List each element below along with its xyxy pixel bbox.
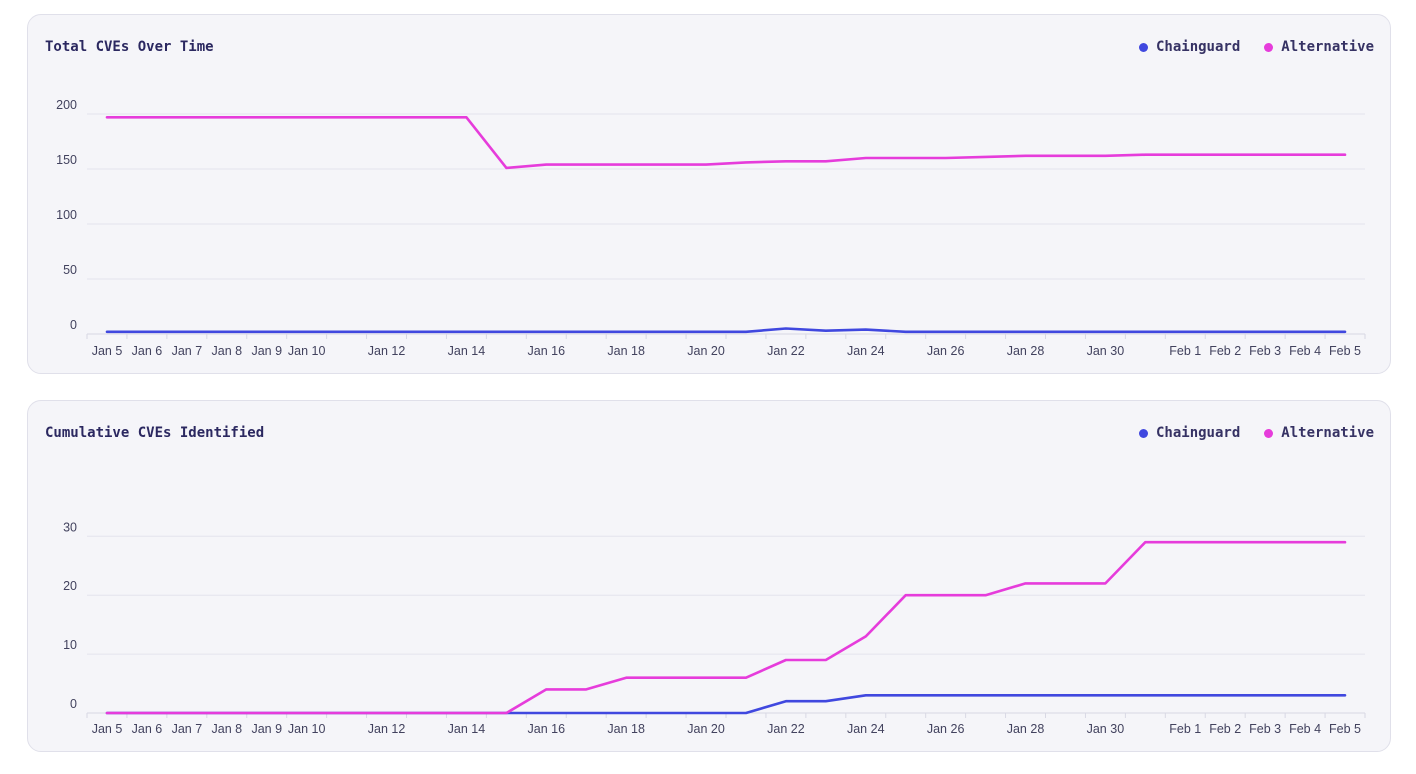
legend-label-alternative: Alternative xyxy=(1281,425,1374,441)
series-line-chainguard xyxy=(105,693,1347,715)
y-axis-tick-label: 20 xyxy=(63,579,77,593)
x-axis-tick-label: Feb 3 xyxy=(1249,344,1281,358)
y-axis-tick-label: 30 xyxy=(63,520,77,534)
y-axis-tick-label: 100 xyxy=(56,208,77,222)
cumulative-cves-line-chart: 0 10 20 30 Jan 5 Jan 6 Jan 7 Jan 8 Jan 9 Jan 10 Ja… xyxy=(63,520,1366,736)
series-line-alternative xyxy=(105,116,1347,170)
legend-item-chainguard[interactable]: Chainguard xyxy=(1138,425,1241,441)
x-axis-tick-label: Jan 12 xyxy=(368,722,406,736)
y-axis-tick-label: 0 xyxy=(70,318,77,332)
x-axis-tick-label: Feb 4 xyxy=(1289,344,1321,358)
legend-cumulative-cves: Chainguard Alternative xyxy=(1138,425,1374,441)
series-line-alternative xyxy=(105,540,1347,715)
x-axis-tick-label: Jan 18 xyxy=(607,722,645,736)
x-axis-tick-label: Jan 20 xyxy=(687,344,725,358)
x-axis-tick-label: Jan 10 xyxy=(288,722,326,736)
chainguard-legend-dot-icon xyxy=(1138,42,1148,52)
x-axis-tick-label: Jan 22 xyxy=(767,344,805,358)
legend-label-alternative: Alternative xyxy=(1281,39,1374,55)
x-axis-tick-label: Feb 5 xyxy=(1329,722,1361,736)
x-axis-tick-label: Feb 1 xyxy=(1169,722,1201,736)
y-axis-tick-label: 200 xyxy=(56,98,77,112)
x-axis-tick-label: Jan 18 xyxy=(607,344,645,358)
series-line-chainguard xyxy=(105,327,1347,334)
x-axis-tick-label: Jan 26 xyxy=(927,722,965,736)
chainguard-legend-dot-icon xyxy=(1138,428,1148,438)
x-axis-tick-label: Jan 22 xyxy=(767,722,805,736)
total-cves-line-chart: 0 50 100 150 200 Jan 5 Jan 6 Jan 7 Jan 8 Jan 9 Jan… xyxy=(56,98,1366,358)
x-axis-tick-label: Jan 8 xyxy=(212,344,243,358)
x-axis-tick-label: Feb 4 xyxy=(1289,722,1321,736)
y-axis-tick-label: 0 xyxy=(70,697,77,711)
x-axis-tick-label: Jan 14 xyxy=(448,344,486,358)
x-axis-tick-label: Jan 16 xyxy=(528,722,566,736)
x-axis-tick-label: Jan 6 xyxy=(132,344,163,358)
x-axis-tick-label: Feb 1 xyxy=(1169,344,1201,358)
x-axis-tick-label: Jan 12 xyxy=(368,344,406,358)
x-axis-tick-label: Jan 24 xyxy=(847,722,885,736)
x-axis-tick-label: Feb 3 xyxy=(1249,722,1281,736)
x-axis-tick-label: Jan 28 xyxy=(1007,344,1045,358)
cumulative-cves-card: 0 10 20 30 Jan 5 Jan 6 Jan 7 Jan 8 Jan 9 Jan 10 Ja… xyxy=(27,400,1391,752)
x-axis-tick-label: Feb 5 xyxy=(1329,344,1361,358)
x-axis-tick-label: Feb 2 xyxy=(1209,344,1241,358)
x-axis-tick-label: Jan 7 xyxy=(172,722,203,736)
legend-label-chainguard: Chainguard xyxy=(1155,425,1241,441)
x-axis-tick-label: Jan 24 xyxy=(847,344,885,358)
x-axis-tick-label: Jan 5 xyxy=(92,344,123,358)
legend-item-alternative[interactable]: Alternative xyxy=(1264,39,1374,55)
x-axis-tick-label: Jan 9 xyxy=(251,722,282,736)
x-axis-tick-label: Jan 28 xyxy=(1007,722,1045,736)
x-axis-tick-label: Jan 5 xyxy=(92,722,123,736)
x-axis-tick-label: Jan 10 xyxy=(288,344,326,358)
x-axis-tick-label: Jan 30 xyxy=(1087,344,1125,358)
x-axis-tick-label: Jan 30 xyxy=(1087,722,1125,736)
alternative-legend-dot-icon xyxy=(1264,42,1274,52)
y-axis-tick-label: 50 xyxy=(63,263,77,277)
x-axis-tick-label: Jan 26 xyxy=(927,344,965,358)
x-axis-tick-label: Jan 8 xyxy=(212,722,243,736)
x-axis-tick-label: Feb 2 xyxy=(1209,722,1241,736)
x-axis-tick-label: Jan 6 xyxy=(132,722,163,736)
y-axis-tick-label: 150 xyxy=(56,153,77,167)
x-axis-tick-label: Jan 20 xyxy=(687,722,725,736)
legend-label-chainguard: Chainguard xyxy=(1155,39,1241,55)
x-axis-tick-label: Jan 7 xyxy=(172,344,203,358)
y-axis-tick-label: 10 xyxy=(63,638,77,652)
x-axis-tick-label: Jan 14 xyxy=(448,722,486,736)
legend-item-alternative[interactable]: Alternative xyxy=(1264,425,1374,441)
legend-item-chainguard[interactable]: Chainguard xyxy=(1138,39,1241,55)
x-axis-tick-label: Jan 9 xyxy=(251,344,282,358)
total-cves-card: 0 50 100 150 200 Jan 5 Jan 6 Jan 7 Jan 8 Jan 9 Jan… xyxy=(27,14,1391,374)
x-axis-tick-label: Jan 16 xyxy=(528,344,566,358)
legend-total-cves: Chainguard Alternative xyxy=(1138,39,1374,55)
alternative-legend-dot-icon xyxy=(1264,428,1274,438)
